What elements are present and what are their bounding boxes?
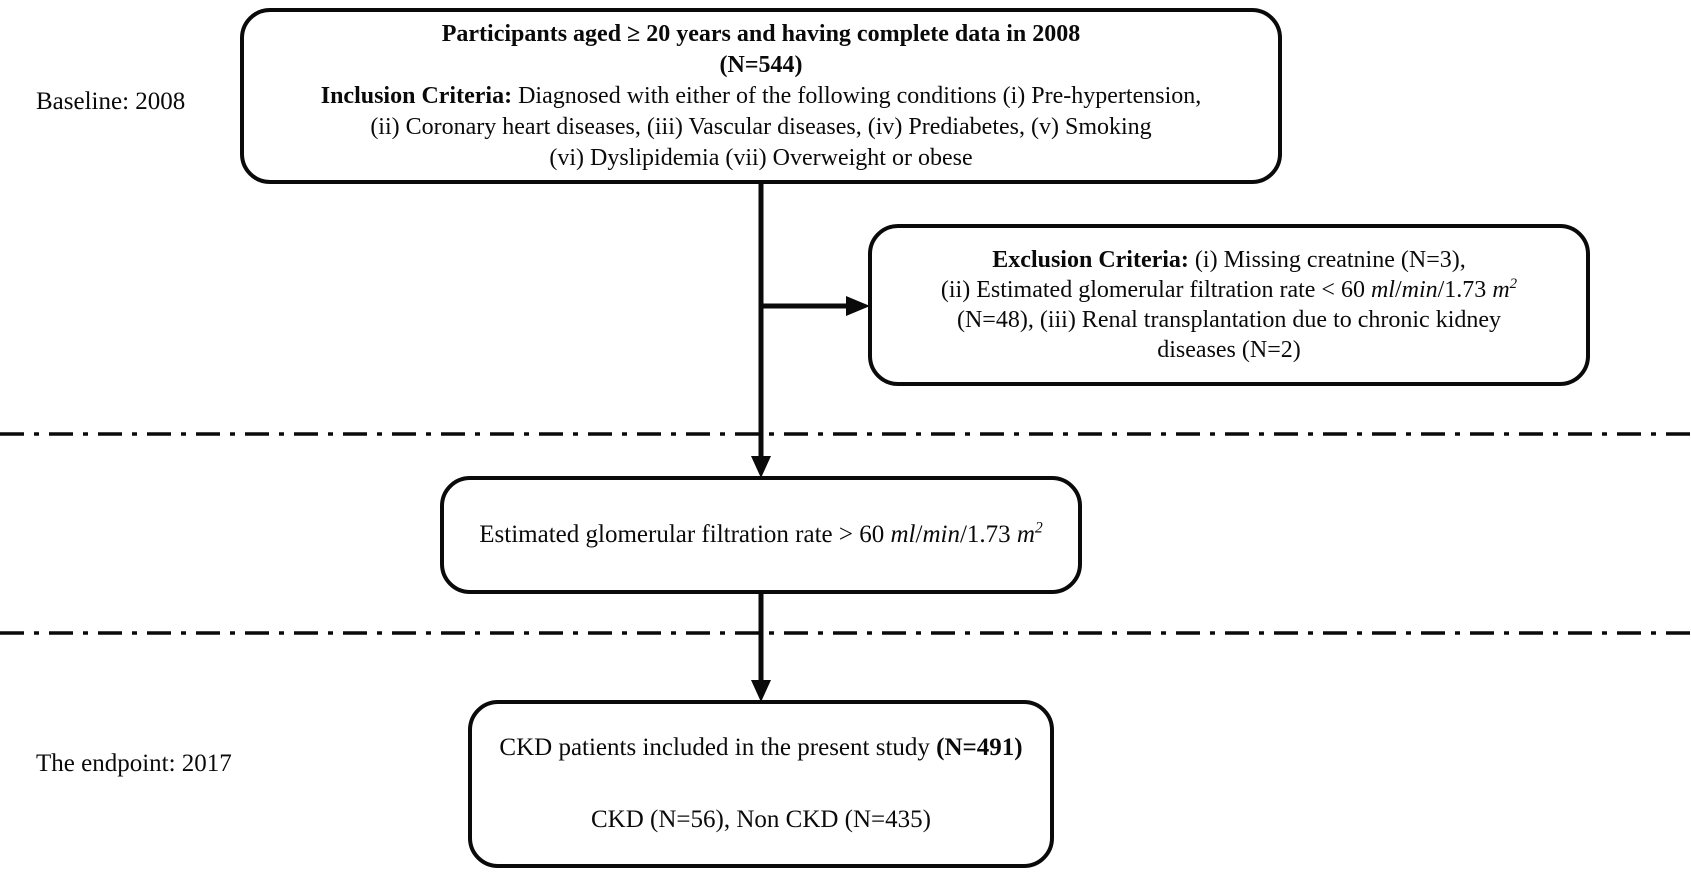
text-segment: min: [1401, 277, 1438, 303]
text-line: Estimated glomerular filtration rate > 6…: [479, 520, 1042, 550]
text-segment: (i) Missing creatnine (N=3),: [1194, 247, 1466, 273]
text-segment: Estimated glomerular filtration rate > 6…: [479, 521, 891, 548]
text-segment: Exclusion Criteria:: [992, 247, 1195, 273]
ckd-result-box: CKD patients included in the present stu…: [468, 700, 1054, 868]
text-segment: 2: [1509, 276, 1518, 292]
text-segment: CKD patients included in the present stu…: [499, 734, 937, 761]
endpoint-year-label: The endpoint: 2017: [36, 750, 232, 777]
text-segment: /: [915, 521, 923, 548]
exclusion-criteria-box: Exclusion Criteria: (i) Missing creatnin…: [868, 224, 1590, 386]
text-segment: /1.73: [959, 521, 1017, 548]
text-line: (vi) Dyslipidemia (vii) Overweight or ob…: [549, 143, 972, 174]
arrowhead-down-egfr-icon: [751, 456, 771, 478]
text-segment: min: [922, 521, 960, 548]
text-line: (ii) Coronary heart diseases, (iii) Vasc…: [370, 112, 1151, 143]
text-line: Exclusion Criteria: (i) Missing creatnin…: [992, 245, 1465, 275]
baseline-year-label: Baseline: 2008: [36, 88, 186, 115]
text-segment: /: [1394, 277, 1402, 303]
text-segment: m: [1016, 521, 1035, 548]
text-segment: m: [1492, 277, 1510, 303]
text-line: (ii) Estimated glomerular filtration rat…: [941, 275, 1517, 305]
text-line: Inclusion Criteria: Diagnosed with eithe…: [321, 81, 1202, 112]
text-segment: (ii) Coronary heart diseases, (iii) Vasc…: [370, 113, 1152, 140]
text-segment: (vi) Dyslipidemia (vii) Overweight or ob…: [549, 144, 973, 171]
arrowhead-right-exclusion-icon: [846, 296, 870, 316]
text-segment: 2: [1034, 519, 1043, 537]
text-segment: ml: [890, 521, 916, 548]
text-line: CKD patients included in the present stu…: [499, 733, 1022, 763]
text-segment: (N=544): [719, 51, 803, 78]
text-line: Participants aged ≥ 20 years and having …: [442, 19, 1081, 50]
text-segment: (N=491): [936, 734, 1023, 761]
text-segment: CKD (N=56), Non CKD (N=435): [591, 806, 931, 833]
text-segment: Inclusion Criteria:: [320, 82, 519, 109]
text-line: CKD (N=56), Non CKD (N=435): [591, 805, 931, 835]
text-segment: (ii) Estimated glomerular filtration rat…: [940, 277, 1371, 303]
text-line: diseases (N=2): [1157, 335, 1301, 365]
text-segment: (N=48), (iii) Renal transplantation due …: [956, 307, 1502, 333]
text-segment: Participants aged ≥ 20 years and having …: [441, 20, 1081, 47]
text-segment: ml: [1370, 277, 1395, 303]
text-line: (N=544): [720, 50, 803, 81]
egfr-filter-box: Estimated glomerular filtration rate > 6…: [440, 476, 1082, 594]
text-segment: /1.73: [1437, 277, 1493, 303]
arrowhead-down-ckd-icon: [751, 680, 771, 702]
participants-inclusion-box: Participants aged ≥ 20 years and having …: [240, 8, 1282, 184]
text-segment: diseases (N=2): [1157, 337, 1301, 363]
text-segment: Diagnosed with either of the following c…: [518, 82, 1202, 109]
text-line: (N=48), (iii) Renal transplantation due …: [957, 305, 1501, 335]
